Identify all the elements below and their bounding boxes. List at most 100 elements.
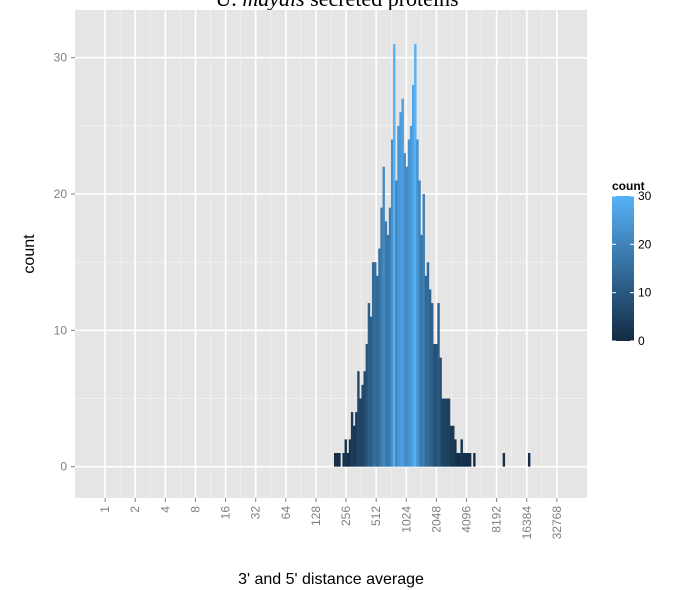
histogram-bar xyxy=(367,303,371,467)
histogram-bar xyxy=(433,343,436,467)
histogram-bar xyxy=(386,234,390,467)
x-tick-label: 64 xyxy=(279,506,293,520)
histogram-bar xyxy=(395,180,398,467)
x-tick-label: 4 xyxy=(158,506,172,513)
histogram-bar xyxy=(460,439,463,467)
histogram-bar xyxy=(428,289,432,467)
histogram-bar xyxy=(452,425,455,467)
histogram-bar xyxy=(445,398,449,467)
x-tick-label: 32 xyxy=(249,506,263,520)
histogram-bar xyxy=(426,262,430,467)
histogram-bar xyxy=(336,453,339,467)
x-tick-label: 2 xyxy=(128,506,142,513)
x-tick-label: 1024 xyxy=(399,506,413,533)
histogram-bar xyxy=(393,44,396,467)
histogram-bar xyxy=(424,275,428,467)
histogram-bar xyxy=(441,398,444,467)
histogram-bar xyxy=(473,453,476,467)
chart-title: U. maydis secreted proteins xyxy=(0,0,674,12)
histogram-bar xyxy=(401,98,404,467)
legend-title: count xyxy=(612,179,645,193)
histogram-bar xyxy=(407,139,411,467)
histogram-bar xyxy=(420,234,423,467)
histogram-bar xyxy=(416,139,419,467)
histogram-bar xyxy=(405,166,409,467)
histogram-bar xyxy=(430,303,434,467)
x-tick-label: 4096 xyxy=(460,506,474,533)
histogram-bar xyxy=(418,180,421,467)
histogram-bar xyxy=(384,221,388,467)
histogram-bar xyxy=(454,439,457,467)
histogram-bar xyxy=(437,303,440,467)
histogram-bar xyxy=(380,207,383,467)
histogram-bar xyxy=(435,343,438,467)
histogram-bar xyxy=(527,453,531,467)
histogram-bar xyxy=(403,153,406,467)
histogram-bar xyxy=(462,453,466,467)
histogram-bar xyxy=(458,453,461,467)
histogram-bar xyxy=(359,398,362,467)
histogram-bar xyxy=(468,453,472,467)
y-axis-ticks: 0 10 20 30 xyxy=(54,51,75,474)
histogram-bar xyxy=(355,412,358,467)
bars xyxy=(334,44,531,467)
x-axis-label: 3' and 5' distance average xyxy=(238,571,424,588)
x-tick-label: 16384 xyxy=(520,506,534,540)
x-axis-ticks: 1 2 4 8 16 32 64 128 256 512 1024 2048 4096 8192 16384… xyxy=(98,498,564,539)
histogram-bar xyxy=(409,125,413,467)
histogram-bar xyxy=(378,248,381,467)
legend-tick-label: 10 xyxy=(638,286,652,300)
histogram-bar xyxy=(399,112,402,467)
legend-ticks: 0 10 20 30 xyxy=(612,189,652,348)
histogram-bar xyxy=(342,453,345,467)
histogram-bar xyxy=(376,275,379,467)
histogram-bar xyxy=(352,425,356,467)
y-tick-label: 10 xyxy=(54,323,68,337)
x-tick-label: 8 xyxy=(188,506,202,513)
histogram-bar xyxy=(361,384,364,467)
histogram-bar xyxy=(369,316,373,467)
histogram-bar xyxy=(344,439,347,467)
histogram-bar xyxy=(363,371,366,467)
histogram-bar xyxy=(348,439,352,467)
histogram-bar xyxy=(502,453,506,467)
histogram-bar xyxy=(338,453,341,467)
y-tick-label: 20 xyxy=(54,187,68,201)
histogram-bar xyxy=(443,398,447,467)
histogram-bar xyxy=(334,453,337,467)
histogram-bar xyxy=(456,453,459,467)
y-axis-label: count xyxy=(21,234,38,274)
x-tick-label: 2048 xyxy=(429,506,443,533)
histogram-bar xyxy=(382,166,385,467)
histogram-bar xyxy=(388,207,392,467)
histogram-bar xyxy=(449,425,453,467)
histogram-bar xyxy=(466,453,470,467)
x-tick-label: 32768 xyxy=(550,506,564,540)
legend-tick-label: 30 xyxy=(638,189,652,203)
y-tick-label: 0 xyxy=(60,460,67,474)
x-tick-label: 512 xyxy=(369,506,383,526)
histogram-bar xyxy=(350,412,354,467)
legend-tick-label: 20 xyxy=(638,237,652,251)
color-legend: count 0 10 20 30 xyxy=(612,179,652,348)
histogram-bar xyxy=(414,44,417,467)
legend-tick-label: 0 xyxy=(638,334,645,348)
histogram-bar xyxy=(374,262,377,467)
x-tick-label: 1 xyxy=(98,506,112,513)
histogram-bar xyxy=(371,262,375,467)
y-tick-label: 30 xyxy=(54,51,68,65)
x-tick-label: 256 xyxy=(339,506,353,526)
legend-colorbar xyxy=(612,196,634,341)
x-tick-label: 16 xyxy=(219,506,233,520)
histogram-bar xyxy=(390,139,394,467)
histogram-bar xyxy=(397,125,400,467)
histogram-bar xyxy=(346,453,350,467)
histogram-bar xyxy=(439,357,442,467)
histogram-bar xyxy=(422,194,425,467)
histogram-bar xyxy=(412,84,415,467)
histogram-bar xyxy=(365,343,369,467)
grid-lines xyxy=(75,10,587,498)
histogram-bar xyxy=(464,453,468,467)
x-tick-label: 8192 xyxy=(490,506,504,533)
